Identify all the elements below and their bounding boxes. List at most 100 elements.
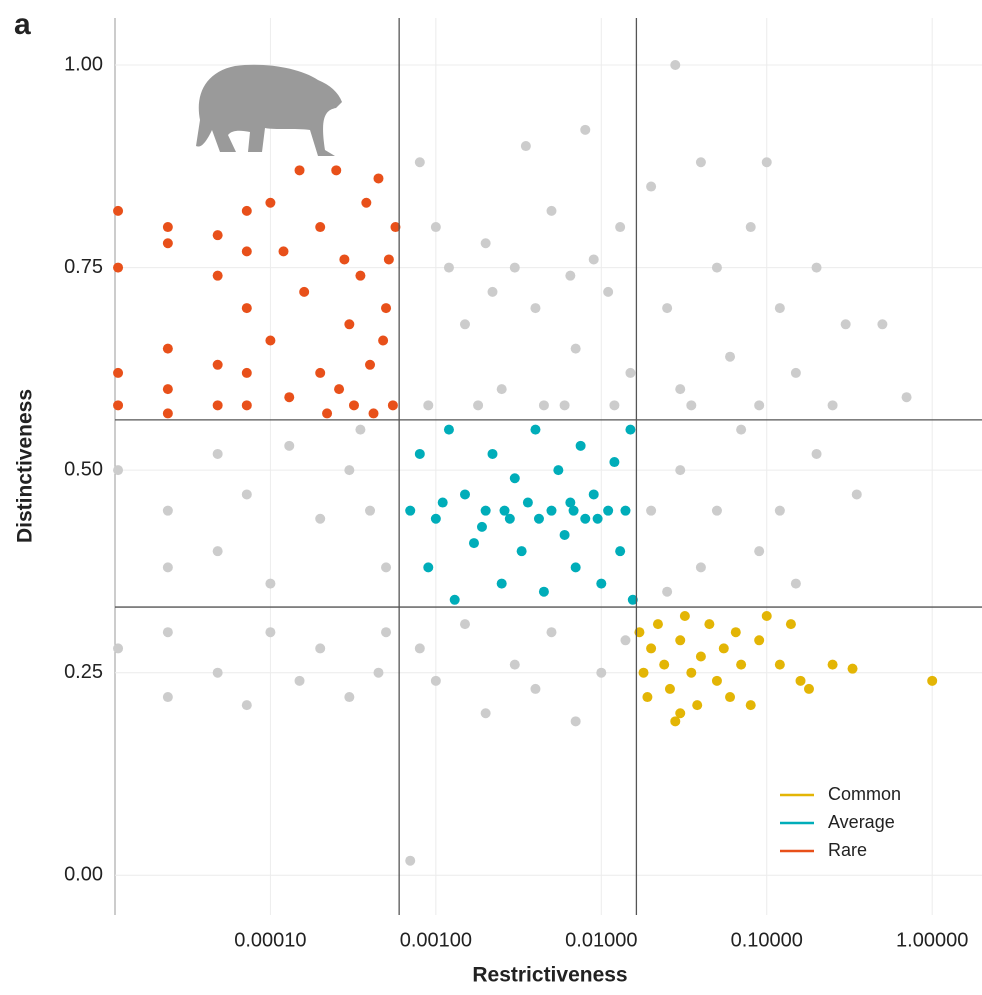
point [423,562,433,572]
y-tick-label: 0.50 [64,458,103,480]
point [692,700,702,710]
point [213,271,223,281]
point [625,425,635,435]
point [415,643,425,653]
point [902,392,912,402]
point [113,643,123,653]
point [481,506,491,516]
x-tick-label: 1.00000 [896,929,968,951]
point [625,368,635,378]
point [384,254,394,264]
point [609,457,619,467]
point [615,546,625,556]
x-tick-label: 0.10000 [731,929,803,951]
bear-icon [196,65,342,156]
point [521,141,531,151]
point [746,700,756,710]
point [355,425,365,435]
point [431,676,441,686]
point [580,125,590,135]
point [762,611,772,621]
point [265,579,275,589]
point [163,562,173,572]
point [517,546,527,556]
point [365,506,375,516]
point [589,489,599,499]
point [213,360,223,370]
chart: a Restrictiveness Distinctiveness 0.000.… [0,0,982,990]
point [696,652,706,662]
point [113,465,123,475]
x-tick-label: 0.00100 [400,929,472,951]
point [355,271,365,281]
point [500,506,510,516]
point [609,400,619,410]
point [675,465,685,475]
point [596,579,606,589]
point [460,489,470,499]
point [754,635,764,645]
point [242,368,252,378]
point [113,400,123,410]
point [704,619,714,629]
point [828,660,838,670]
point [680,611,690,621]
point [265,627,275,637]
y-tick-label: 0.75 [64,256,103,278]
point [497,579,507,589]
point [696,562,706,572]
point [381,627,391,637]
point [546,627,556,637]
point [653,619,663,629]
point [523,498,533,508]
point [775,660,785,670]
point [477,522,487,532]
point [580,514,590,524]
point [539,587,549,597]
point [438,498,448,508]
point [295,676,305,686]
legend-label: Common [828,784,901,804]
point [662,303,672,313]
point [339,254,349,264]
point [163,238,173,248]
point [163,222,173,232]
point [560,400,570,410]
point [746,222,756,232]
point [460,619,470,629]
point [812,449,822,459]
y-axis-label: Distinctiveness [14,389,37,543]
point [373,173,383,183]
point [481,708,491,718]
point [596,668,606,678]
point [510,263,520,273]
point [754,400,764,410]
legend-label: Average [828,812,895,832]
point [242,206,252,216]
point [553,465,563,475]
point [315,643,325,653]
point [571,344,581,354]
x-tick-label: 0.00010 [234,929,306,951]
point [762,157,772,167]
point [696,157,706,167]
point [877,319,887,329]
point [603,287,613,297]
point [213,546,223,556]
point [488,449,498,459]
point [852,489,862,499]
point [460,319,470,329]
point [731,627,741,637]
x-tick-label: 0.01000 [565,929,637,951]
point [450,595,460,605]
point [481,238,491,248]
point [213,449,223,459]
point [163,506,173,516]
point [113,206,123,216]
point [163,627,173,637]
point [510,473,520,483]
point [603,506,613,516]
point [163,408,173,418]
point [344,319,354,329]
point [539,400,549,410]
